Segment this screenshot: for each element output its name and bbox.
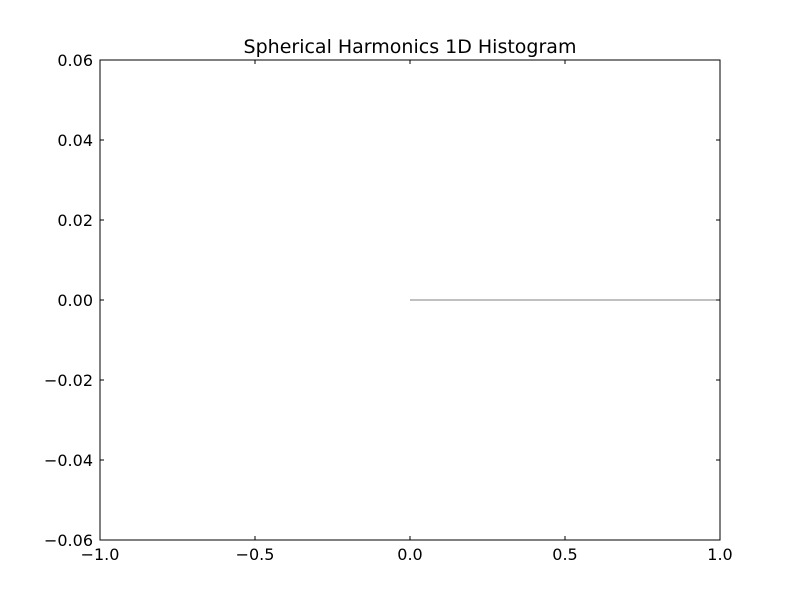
y-tick-label: −0.02 — [44, 371, 93, 390]
y-tick-label: −0.04 — [44, 451, 93, 470]
y-axis: −0.06 −0.04 −0.02 0.00 0.02 0.04 0.06 — [44, 51, 720, 550]
chart-title: Spherical Harmonics 1D Histogram — [244, 36, 577, 58]
y-tick-label: 0.06 — [57, 51, 93, 70]
x-tick-label: 0.0 — [397, 545, 422, 564]
y-tick-label: 0.04 — [57, 131, 93, 150]
y-tick-label: 0.02 — [57, 211, 93, 230]
x-tick-label: 1.0 — [707, 545, 732, 564]
x-axis: −1.0 −0.5 0.0 0.5 1.0 — [81, 60, 733, 564]
y-tick-label: −0.06 — [44, 531, 93, 550]
x-tick-label: −0.5 — [236, 545, 275, 564]
x-tick-label: 0.5 — [552, 545, 577, 564]
y-tick-label: 0.00 — [57, 291, 93, 310]
x-tick-label: −1.0 — [81, 545, 120, 564]
plot-frame — [99, 59, 721, 541]
